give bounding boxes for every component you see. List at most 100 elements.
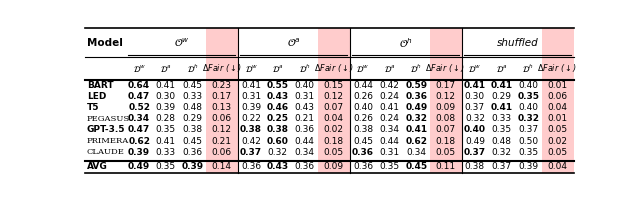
- Text: 0.38: 0.38: [182, 125, 202, 134]
- Text: 0.05: 0.05: [547, 148, 568, 157]
- Text: shuffled: shuffled: [497, 38, 538, 48]
- Text: 0.36: 0.36: [294, 162, 314, 171]
- Text: 0.06: 0.06: [212, 114, 232, 123]
- Text: 0.43: 0.43: [267, 92, 289, 101]
- Text: 0.41: 0.41: [156, 81, 176, 90]
- Text: 0.34: 0.34: [406, 148, 426, 157]
- Text: 0.01: 0.01: [547, 114, 568, 123]
- Text: 0.47: 0.47: [128, 92, 150, 101]
- Text: 0.36: 0.36: [352, 148, 374, 157]
- Text: 0.35: 0.35: [518, 148, 538, 157]
- Text: 0.40: 0.40: [294, 81, 314, 90]
- Text: 0.35: 0.35: [156, 125, 176, 134]
- Text: 0.29: 0.29: [182, 114, 202, 123]
- Text: 0.42: 0.42: [380, 81, 399, 90]
- Text: 0.33: 0.33: [492, 114, 511, 123]
- Text: 0.41: 0.41: [490, 81, 513, 90]
- Text: 0.48: 0.48: [492, 137, 511, 145]
- Text: $\mathcal{D}^a$: $\mathcal{D}^a$: [496, 63, 508, 74]
- Text: 0.60: 0.60: [267, 137, 289, 145]
- Text: 0.02: 0.02: [548, 137, 568, 145]
- Text: $\Delta$Fair ($\downarrow$): $\Delta$Fair ($\downarrow$): [202, 62, 242, 74]
- Text: $\mathcal{D}^w$: $\mathcal{D}^w$: [356, 63, 369, 74]
- Text: 0.02: 0.02: [324, 125, 344, 134]
- Text: 0.07: 0.07: [324, 103, 344, 112]
- Text: 0.40: 0.40: [464, 125, 486, 134]
- Text: $\Delta$Fair ($\downarrow$): $\Delta$Fair ($\downarrow$): [426, 62, 466, 74]
- Text: $\mathcal{D}^h$: $\mathcal{D}^h$: [410, 62, 422, 75]
- Text: 0.47: 0.47: [128, 125, 150, 134]
- Text: 0.40: 0.40: [518, 81, 538, 90]
- Text: 0.37: 0.37: [465, 103, 485, 112]
- Text: 0.09: 0.09: [324, 162, 344, 171]
- Text: 0.40: 0.40: [518, 103, 538, 112]
- Text: AVG: AVG: [87, 162, 108, 171]
- Text: 0.49: 0.49: [405, 103, 428, 112]
- Bar: [206, 28, 237, 173]
- Text: 0.36: 0.36: [353, 162, 373, 171]
- Text: 0.12: 0.12: [212, 125, 232, 134]
- Text: 0.59: 0.59: [405, 81, 428, 90]
- Text: 0.64: 0.64: [128, 81, 150, 90]
- Text: 0.04: 0.04: [324, 114, 344, 123]
- Text: 0.38: 0.38: [267, 125, 289, 134]
- Text: 0.44: 0.44: [353, 81, 373, 90]
- Text: 0.23: 0.23: [212, 81, 232, 90]
- Text: 0.62: 0.62: [405, 137, 428, 145]
- Text: 0.45: 0.45: [353, 137, 373, 145]
- Text: 0.49: 0.49: [465, 137, 485, 145]
- Bar: [317, 28, 349, 173]
- Text: 0.41: 0.41: [156, 137, 176, 145]
- Text: 0.05: 0.05: [436, 148, 456, 157]
- Text: $\mathcal{O}^w$: $\mathcal{O}^w$: [174, 37, 189, 49]
- Text: 0.32: 0.32: [268, 148, 288, 157]
- Text: 0.35: 0.35: [380, 162, 400, 171]
- Text: 0.42: 0.42: [241, 137, 261, 145]
- Text: $\mathcal{D}^w$: $\mathcal{D}^w$: [132, 63, 146, 74]
- Text: 0.30: 0.30: [465, 92, 485, 101]
- Text: 0.37: 0.37: [518, 125, 538, 134]
- Text: 0.39: 0.39: [181, 162, 204, 171]
- Text: 0.05: 0.05: [547, 125, 568, 134]
- Text: 0.29: 0.29: [492, 92, 511, 101]
- Text: 0.21: 0.21: [212, 137, 232, 145]
- Text: $\Delta$Fair ($\downarrow$): $\Delta$Fair ($\downarrow$): [538, 62, 578, 74]
- Text: 0.24: 0.24: [380, 92, 399, 101]
- Text: 0.40: 0.40: [353, 103, 373, 112]
- Text: 0.33: 0.33: [156, 148, 176, 157]
- Text: GPT-3.5: GPT-3.5: [87, 125, 125, 134]
- Text: 0.31: 0.31: [380, 148, 400, 157]
- Text: 0.26: 0.26: [353, 114, 373, 123]
- Text: $\Delta$Fair ($\downarrow$): $\Delta$Fair ($\downarrow$): [314, 62, 354, 74]
- Text: 0.36: 0.36: [241, 162, 261, 171]
- Text: 0.38: 0.38: [240, 125, 262, 134]
- Text: Model: Model: [88, 38, 124, 48]
- Text: 0.18: 0.18: [436, 137, 456, 145]
- Text: 0.21: 0.21: [294, 114, 314, 123]
- Text: $\mathcal{D}^a$: $\mathcal{D}^a$: [160, 63, 172, 74]
- Text: $\mathcal{D}^h$: $\mathcal{D}^h$: [187, 62, 198, 75]
- Text: 0.38: 0.38: [353, 125, 373, 134]
- Text: 0.35: 0.35: [156, 162, 176, 171]
- Text: $\mathcal{D}^w$: $\mathcal{D}^w$: [244, 63, 258, 74]
- Text: T5: T5: [87, 103, 99, 112]
- Text: 0.06: 0.06: [212, 148, 232, 157]
- Text: 0.32: 0.32: [465, 114, 485, 123]
- Text: CLAUDE: CLAUDE: [87, 148, 125, 156]
- Text: 0.26: 0.26: [353, 92, 373, 101]
- Bar: [541, 28, 573, 173]
- Text: 0.17: 0.17: [436, 81, 456, 90]
- Text: 0.38: 0.38: [465, 162, 485, 171]
- Text: 0.39: 0.39: [518, 162, 538, 171]
- Text: 0.37: 0.37: [492, 162, 511, 171]
- Text: 0.44: 0.44: [380, 137, 399, 145]
- Text: 0.11: 0.11: [436, 162, 456, 171]
- Text: 0.31: 0.31: [241, 92, 261, 101]
- Text: 0.44: 0.44: [294, 137, 314, 145]
- Text: 0.14: 0.14: [212, 162, 232, 171]
- Text: 0.37: 0.37: [240, 148, 262, 157]
- Text: $\mathcal{D}^a$: $\mathcal{D}^a$: [384, 63, 396, 74]
- Text: 0.13: 0.13: [212, 103, 232, 112]
- Text: 0.22: 0.22: [241, 114, 261, 123]
- Text: 0.33: 0.33: [182, 92, 202, 101]
